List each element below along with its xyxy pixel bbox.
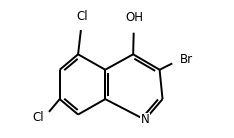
Text: OH: OH bbox=[125, 11, 143, 24]
Text: Cl: Cl bbox=[33, 111, 44, 124]
Text: Cl: Cl bbox=[76, 10, 88, 23]
Text: Br: Br bbox=[180, 53, 193, 66]
Text: N: N bbox=[141, 113, 149, 126]
